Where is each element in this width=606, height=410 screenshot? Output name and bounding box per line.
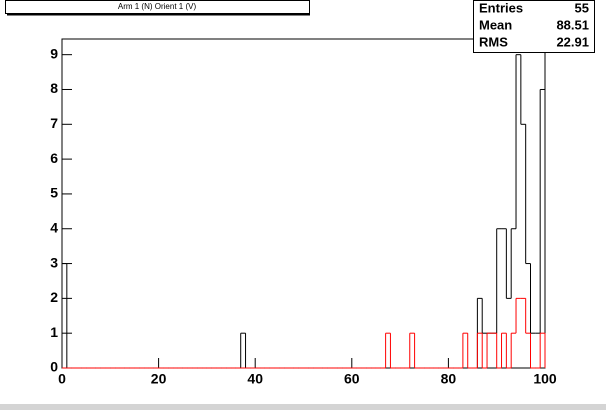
y-tick-label: 8: [50, 80, 58, 96]
y-tick-label: 3: [50, 254, 58, 270]
y-tick-label: 5: [50, 185, 58, 201]
stat-label: Entries: [479, 0, 523, 15]
x-tick-label: 20: [151, 371, 167, 387]
stat-label: Mean: [479, 17, 512, 32]
status-strip: [0, 404, 606, 410]
y-tick-label: 2: [50, 289, 58, 305]
y-tick-label: 7: [50, 115, 58, 131]
y-tick-label: 4: [50, 219, 58, 235]
stats-box: [473, 0, 595, 53]
stat-value: 88.51: [556, 17, 589, 32]
y-tick-label: 1: [50, 324, 58, 340]
stat-label: RMS: [479, 34, 508, 49]
y-tick-label: 9: [50, 45, 58, 61]
x-tick-label: 100: [533, 371, 557, 387]
x-tick-label: 60: [344, 371, 360, 387]
stat-value: 22.91: [556, 34, 589, 49]
x-tick-label: 40: [247, 371, 263, 387]
stat-value: 55: [575, 0, 589, 15]
y-tick-label: 0: [50, 359, 58, 375]
x-tick-label: 0: [58, 371, 66, 387]
chart-title: Arm 1 (N) Orient 1 (V): [118, 2, 197, 11]
x-tick-label: 80: [441, 371, 457, 387]
y-tick-label: 6: [50, 150, 58, 166]
